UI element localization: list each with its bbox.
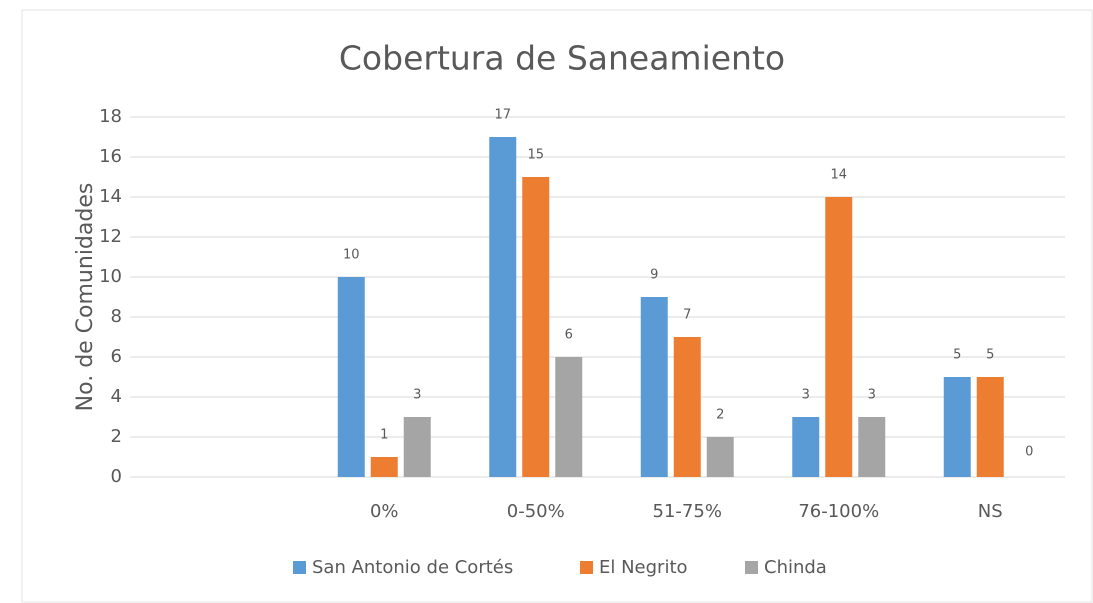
y-tick-label: 6 <box>111 346 122 367</box>
data-label: 6 <box>565 328 573 343</box>
x-tick-label: 0% <box>370 501 399 522</box>
data-label: 2 <box>716 408 724 423</box>
bar <box>943 377 971 477</box>
y-tick-label: 12 <box>99 226 122 247</box>
bar <box>370 457 398 477</box>
y-tick-label: 2 <box>111 426 122 447</box>
data-label: 10 <box>343 248 360 263</box>
bar <box>403 417 431 477</box>
x-tick-label: 76-100% <box>798 501 879 522</box>
data-label: 7 <box>683 308 691 323</box>
data-label: 5 <box>953 348 961 363</box>
legend-label: San Antonio de Cortés <box>312 557 513 578</box>
data-label: 15 <box>527 148 544 163</box>
data-label: 14 <box>830 168 847 183</box>
data-label: 3 <box>802 388 810 403</box>
y-tick-label: 18 <box>99 106 122 127</box>
y-axis-label: No. de Comunidades <box>73 183 98 412</box>
data-label: 5 <box>986 348 994 363</box>
legend-swatch <box>745 561 758 574</box>
y-tick-label: 8 <box>111 306 122 327</box>
y-tick-label: 14 <box>99 186 122 207</box>
x-tick-label: 0-50% <box>507 501 565 522</box>
bar <box>522 177 550 477</box>
y-tick-label: 0 <box>111 466 122 487</box>
data-label: 3 <box>413 388 421 403</box>
x-tick-label: NS <box>978 501 1003 522</box>
bar <box>489 137 517 477</box>
bar <box>976 377 1004 477</box>
legend-swatch <box>580 561 593 574</box>
x-tick-label: 51-75% <box>653 501 722 522</box>
bar <box>640 297 668 477</box>
legend-swatch <box>293 561 306 574</box>
bar <box>825 197 853 477</box>
legend-label: El Negrito <box>599 557 688 578</box>
bar <box>792 417 820 477</box>
data-label: 0 <box>1025 445 1033 460</box>
chart-title: Cobertura de Saneamiento <box>339 39 785 78</box>
y-tick-label: 4 <box>111 386 122 407</box>
bar <box>337 277 365 477</box>
chart-frame <box>21 9 1093 603</box>
legend-label: Chinda <box>764 557 827 578</box>
bar <box>673 337 701 477</box>
bar <box>858 417 886 477</box>
bar <box>555 357 583 477</box>
data-label: 1 <box>380 428 388 443</box>
bar <box>706 437 734 477</box>
y-tick-label: 16 <box>99 146 122 167</box>
data-label: 17 <box>494 108 511 123</box>
y-tick-label: 10 <box>99 266 122 287</box>
data-label: 9 <box>650 268 658 283</box>
data-label: 3 <box>868 388 876 403</box>
